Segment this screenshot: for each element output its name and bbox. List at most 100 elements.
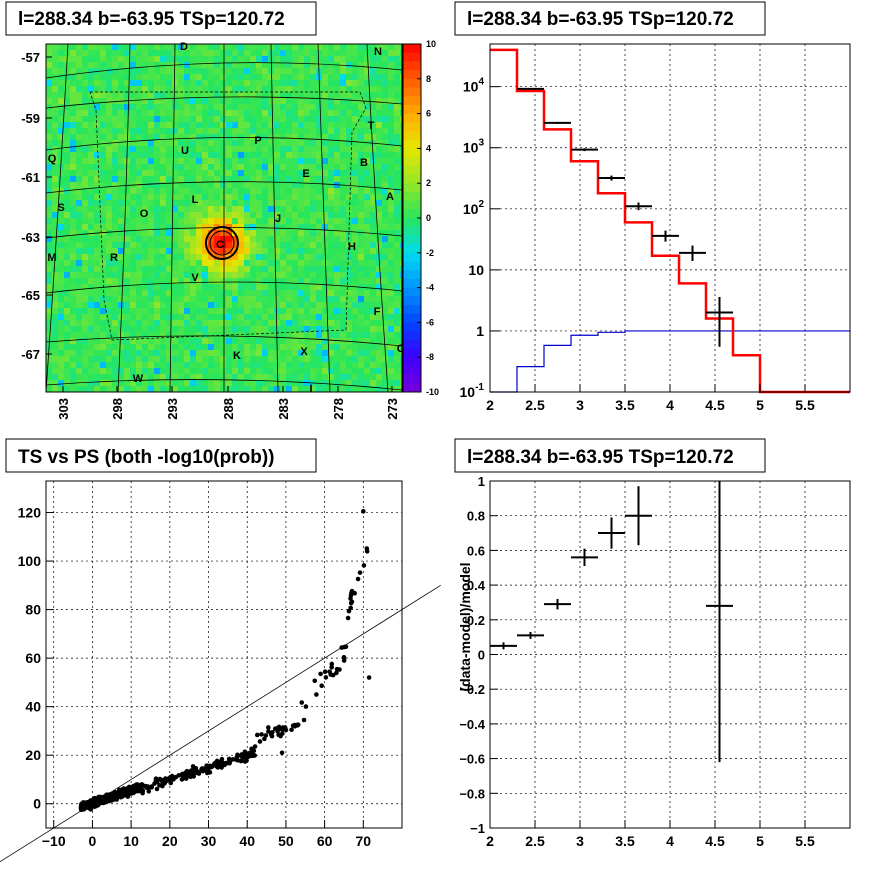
heatmap-cell: [118, 242, 125, 249]
heatmap-cell: [322, 230, 329, 237]
heatmap-cell: [244, 386, 251, 393]
heatmap-cell: [94, 380, 101, 387]
heatmap-cell: [52, 164, 59, 171]
heatmap-cell: [190, 134, 197, 141]
heatmap-cell: [94, 302, 101, 309]
heatmap-cell: [202, 44, 209, 51]
heatmap-cell: [124, 356, 131, 363]
heatmap-cell: [202, 194, 209, 201]
heatmap-cell: [70, 170, 77, 177]
heatmap-cell: [382, 254, 389, 261]
heatmap-cell: [346, 50, 353, 57]
colorbar-cell: [403, 218, 421, 228]
source-label-o: O: [140, 208, 149, 220]
heatmap-cell: [280, 308, 287, 315]
heatmap-cell: [184, 134, 191, 141]
heatmap-cell: [124, 200, 131, 207]
heatmap-cell: [352, 344, 359, 351]
heatmap-cell: [160, 344, 167, 351]
heatmap-cell: [208, 116, 215, 123]
heatmap-cell: [238, 236, 245, 243]
heatmap-cell: [166, 212, 173, 219]
heatmap-cell: [256, 116, 263, 123]
heatmap-cell: [298, 230, 305, 237]
heatmap-cell: [256, 386, 263, 393]
heatmap-cell: [52, 56, 59, 63]
heatmap-cell: [238, 116, 245, 123]
heatmap-cell: [250, 68, 257, 75]
heatmap-cell: [304, 158, 311, 165]
heatmap-cell: [178, 278, 185, 285]
heatmap-cell: [388, 272, 395, 279]
heatmap-cell: [136, 50, 143, 57]
heatmap-cell: [394, 110, 401, 117]
heatmap-cell: [274, 278, 281, 285]
heatmap-cell: [160, 350, 167, 357]
heatmap-cell: [142, 320, 149, 327]
heatmap-cell: [160, 218, 167, 225]
heatmap-cell: [112, 386, 119, 393]
heatmap-cell: [292, 62, 299, 69]
heatmap-cell: [52, 152, 59, 159]
heatmap-cell: [310, 344, 317, 351]
heatmap-cell: [394, 194, 401, 201]
heatmap-cell: [208, 320, 215, 327]
heatmap-cell: [298, 284, 305, 291]
heatmap-cell: [124, 290, 131, 297]
heatmap-cell: [64, 284, 71, 291]
heatmap-cell: [304, 296, 311, 303]
heatmap-cell: [340, 320, 347, 327]
heatmap-cell: [394, 56, 401, 63]
lat-tick-label: -61: [21, 170, 40, 185]
heatmap-cell: [160, 296, 167, 303]
heatmap-cell: [118, 188, 125, 195]
heatmap-cell: [364, 146, 371, 153]
residual-points: [490, 481, 733, 763]
heatmap-cell: [46, 362, 53, 369]
heatmap-cell: [160, 116, 167, 123]
heatmap-cell: [358, 380, 365, 387]
heatmap-cell: [178, 128, 185, 135]
heatmap-cell: [172, 386, 179, 393]
heatmap-cell: [208, 362, 215, 369]
heatmap-cell: [220, 194, 227, 201]
heatmap-cell: [364, 326, 371, 333]
heatmap-cell: [70, 314, 77, 321]
residual-panel: 2 2.5 3 3.5 4 4.5 5 5.510.80.60.40.20−0.2−0.4−0…: [454, 438, 851, 849]
heatmap-cell: [52, 272, 59, 279]
heatmap-cell: [274, 146, 281, 153]
heatmap-cell: [238, 62, 245, 69]
heatmap-cell: [58, 200, 65, 207]
heatmap-cell: [160, 128, 167, 135]
heatmap-cell: [352, 284, 359, 291]
heatmap-cell: [358, 56, 365, 63]
heatmap-cell: [106, 296, 113, 303]
heatmap-cell: [70, 260, 77, 267]
heatmap-cell: [208, 236, 215, 243]
heatmap-cell: [220, 86, 227, 93]
heatmap-cell: [262, 74, 269, 81]
heatmap-cell: [94, 344, 101, 351]
heatmap-cell: [82, 386, 89, 393]
heatmap-cell: [82, 68, 89, 75]
heatmap-cell: [244, 146, 251, 153]
heatmap-cell: [154, 296, 161, 303]
heatmap-cell: [280, 356, 287, 363]
heatmap-cell: [286, 344, 293, 351]
heatmap-cell: [202, 266, 209, 273]
heatmap-cell: [274, 140, 281, 147]
heatmap-cell: [196, 368, 203, 375]
heatmap-cell: [304, 374, 311, 381]
heatmap-cell: [292, 134, 299, 141]
heatmap-cell: [184, 278, 191, 285]
heatmap-cell: [100, 386, 107, 393]
heatmap-cell: [352, 116, 359, 123]
heatmap-cell: [346, 350, 353, 357]
ts-point: [252, 744, 258, 749]
heatmap-cell: [100, 374, 107, 381]
heatmap-cell: [220, 362, 227, 369]
heatmap-cell: [76, 260, 83, 267]
heatmap-cell: [322, 188, 329, 195]
heatmap-cell: [298, 98, 305, 105]
heatmap-cell: [340, 272, 347, 279]
